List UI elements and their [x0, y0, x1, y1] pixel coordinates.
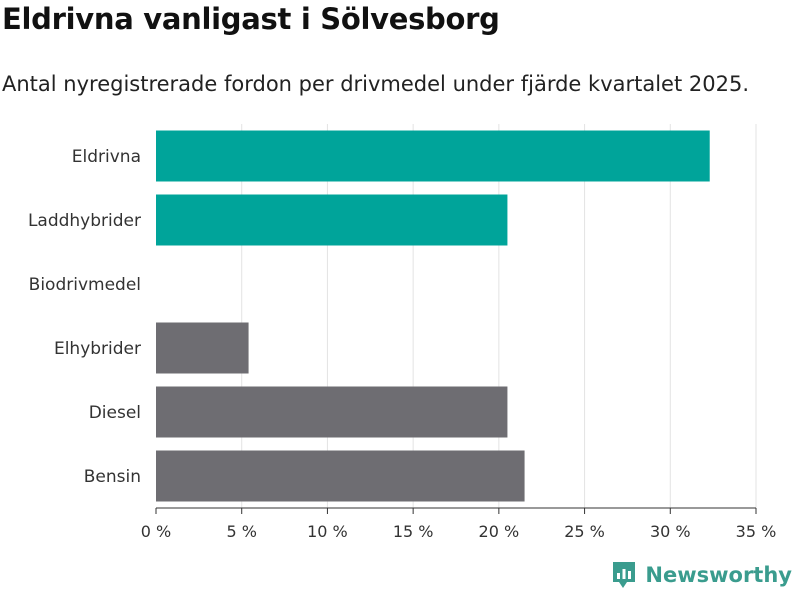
bar-diesel — [156, 386, 508, 438]
x-tick-label: 35 % — [736, 522, 777, 541]
x-tick-label: 0 % — [141, 522, 171, 541]
category-labels: Eldrivna Laddhybrider Biodrivmedel Elhybrid… — [28, 147, 141, 487]
x-tick-label: 10 % — [307, 522, 348, 541]
newsworthy-logo-icon — [613, 562, 636, 588]
chart-title: Eldrivna vanligast i Sölvesborg — [2, 2, 500, 36]
category-label: Biodrivmedel — [29, 275, 141, 295]
x-tick-label: 25 % — [564, 522, 605, 541]
bars — [156, 130, 710, 502]
bar-eldrivna — [156, 130, 710, 182]
bar-laddhybrider — [156, 194, 508, 246]
x-tick-label: 5 % — [226, 522, 256, 541]
category-label: Laddhybrider — [28, 211, 141, 231]
bar-bensin — [156, 450, 525, 502]
category-label: Bensin — [84, 467, 141, 487]
category-label: Diesel — [89, 403, 141, 423]
bar-elhybrider — [156, 322, 249, 374]
chart-subtitle: Antal nyregistrerade fordon per drivmede… — [2, 72, 750, 96]
x-tick-label: 30 % — [650, 522, 691, 541]
brand-logo: Newsworthy — [611, 560, 792, 590]
x-tick-label: 20 % — [479, 522, 520, 541]
brand-name: Newsworthy — [645, 563, 792, 587]
x-axis: 0 % 5 % 10 % 15 % 20 % 25 % 30 % 35 % — [141, 507, 777, 541]
category-label: Eldrivna — [72, 147, 141, 167]
x-tick-label: 15 % — [393, 522, 434, 541]
grid-lines — [241, 124, 757, 508]
category-label: Elhybrider — [54, 339, 141, 359]
